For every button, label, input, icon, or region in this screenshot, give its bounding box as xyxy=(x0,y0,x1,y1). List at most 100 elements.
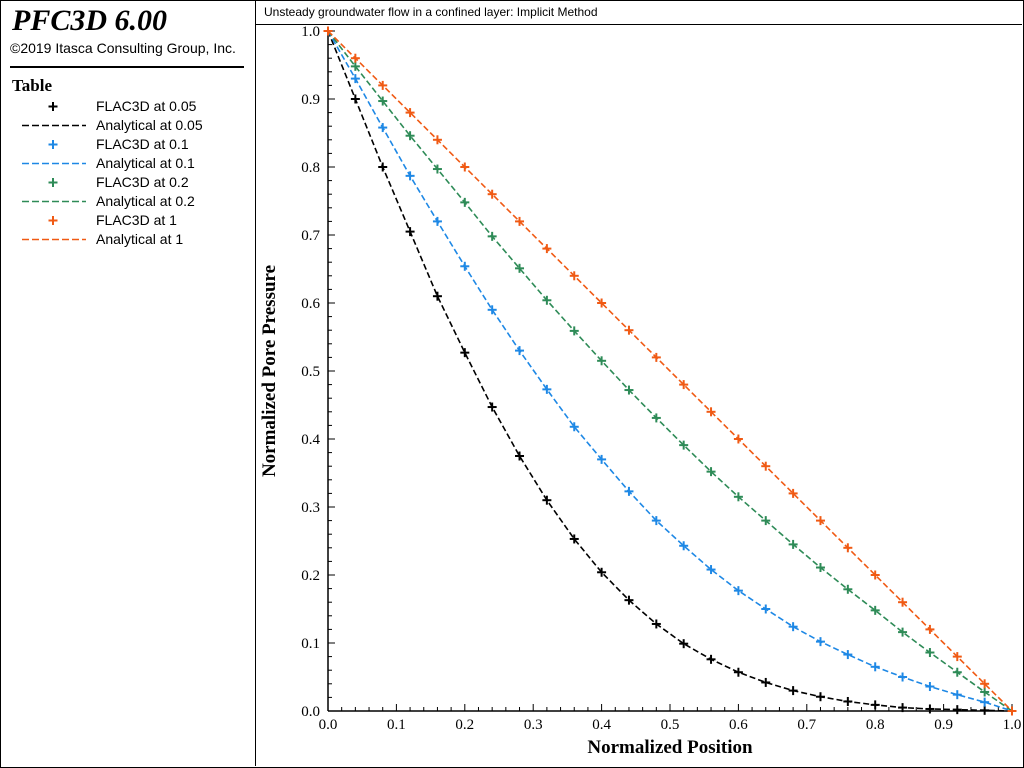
data-point xyxy=(487,189,497,199)
x-axis-label: Normalized Position xyxy=(587,737,753,758)
data-point xyxy=(569,271,579,281)
x-tick-label: 1.0 xyxy=(1003,717,1022,733)
data-point xyxy=(515,263,525,273)
legend-marker-icon xyxy=(48,102,58,111)
data-point xyxy=(898,627,908,637)
data-point xyxy=(843,696,853,706)
x-tick-label: 0.6 xyxy=(729,717,748,733)
data-point xyxy=(679,639,689,649)
legend-item: Analytical at 0.05 xyxy=(10,116,245,135)
legend-line-icon xyxy=(22,200,86,203)
legend-item: Analytical at 0.2 xyxy=(10,192,245,211)
data-point xyxy=(788,539,798,549)
data-point xyxy=(788,622,798,632)
legend-item: Analytical at 1 xyxy=(10,230,245,249)
y-tick-label: 0.0 xyxy=(301,704,320,720)
data-point xyxy=(980,687,990,697)
legend-line-icon xyxy=(22,162,86,165)
data-point xyxy=(378,123,388,133)
data-point xyxy=(925,648,935,658)
data-point xyxy=(405,171,415,181)
copyright-text: ©2019 Itasca Consulting Group, Inc. xyxy=(10,40,236,56)
legend-label: Analytical at 0.2 xyxy=(96,193,195,209)
legend-marker-icon xyxy=(48,178,58,187)
data-point xyxy=(597,356,607,366)
legend-label: FLAC3D at 0.05 xyxy=(96,98,197,114)
data-point xyxy=(815,563,825,573)
y-tick-label: 1.0 xyxy=(301,25,320,40)
data-point xyxy=(980,679,990,689)
data-point xyxy=(952,690,962,700)
data-point xyxy=(706,654,716,664)
data-point xyxy=(761,604,771,614)
data-point xyxy=(815,516,825,526)
x-tick-label: 0.9 xyxy=(934,717,953,733)
data-point xyxy=(706,565,716,575)
sidebar-panel: PFC3D 6.00 ©2019 Itasca Consulting Group… xyxy=(0,0,256,766)
series-line xyxy=(327,30,1013,712)
legend-item: FLAC3D at 0.05 xyxy=(10,97,245,116)
data-point xyxy=(405,108,415,118)
series-line xyxy=(327,30,1013,712)
data-point xyxy=(487,231,497,241)
x-tick-label: 0.2 xyxy=(455,717,474,733)
data-point xyxy=(432,135,442,145)
legend-line-icon xyxy=(22,124,86,127)
data-point xyxy=(487,402,497,412)
y-tick-label: 0.2 xyxy=(301,568,320,584)
data-point xyxy=(405,227,415,237)
y-tick-label: 0.6 xyxy=(301,296,320,312)
data-point xyxy=(624,486,634,496)
data-point xyxy=(432,216,442,226)
legend-label: Analytical at 1 xyxy=(96,231,184,247)
data-point xyxy=(843,650,853,660)
data-point xyxy=(980,697,990,707)
x-tick-label: 0.1 xyxy=(387,717,406,733)
chart-title: Unsteady groundwater flow in a confined … xyxy=(264,5,598,19)
data-point xyxy=(624,385,634,395)
data-point xyxy=(460,162,470,172)
data-point xyxy=(679,440,689,450)
data-point xyxy=(597,567,607,577)
data-point xyxy=(515,451,525,461)
data-point xyxy=(323,26,333,36)
y-tick-label: 0.8 xyxy=(301,160,320,176)
data-point xyxy=(679,541,689,551)
x-tick-label: 0.5 xyxy=(661,717,680,733)
data-point xyxy=(542,384,552,394)
series-line xyxy=(327,30,1013,712)
legend-label: FLAC3D at 1 xyxy=(96,212,177,228)
data-point xyxy=(761,677,771,687)
x-tick-label: 0.3 xyxy=(524,717,543,733)
x-tick-label: 0.7 xyxy=(797,717,816,733)
data-point xyxy=(597,298,607,308)
data-point xyxy=(925,704,935,714)
data-point xyxy=(432,164,442,174)
data-point xyxy=(624,595,634,605)
data-point xyxy=(597,454,607,464)
chart-header: Unsteady groundwater flow in a confined … xyxy=(256,0,1022,25)
data-point xyxy=(542,295,552,305)
data-point xyxy=(706,467,716,477)
data-point xyxy=(952,705,962,715)
data-point xyxy=(815,692,825,702)
data-point xyxy=(679,380,689,390)
data-point xyxy=(432,291,442,301)
x-tick-label: 0.8 xyxy=(866,717,885,733)
data-point xyxy=(569,326,579,336)
data-point xyxy=(624,325,634,335)
data-point xyxy=(651,619,661,629)
legend-label: FLAC3D at 0.2 xyxy=(96,174,189,190)
y-tick-label: 0.9 xyxy=(301,92,320,108)
data-point xyxy=(843,543,853,553)
data-point xyxy=(843,584,853,594)
data-point xyxy=(651,352,661,362)
data-point xyxy=(952,667,962,677)
data-point xyxy=(651,516,661,526)
data-point xyxy=(460,348,470,358)
data-point xyxy=(378,162,388,172)
data-point xyxy=(733,492,743,502)
data-point xyxy=(569,422,579,432)
data-point xyxy=(405,131,415,141)
data-point xyxy=(733,667,743,677)
